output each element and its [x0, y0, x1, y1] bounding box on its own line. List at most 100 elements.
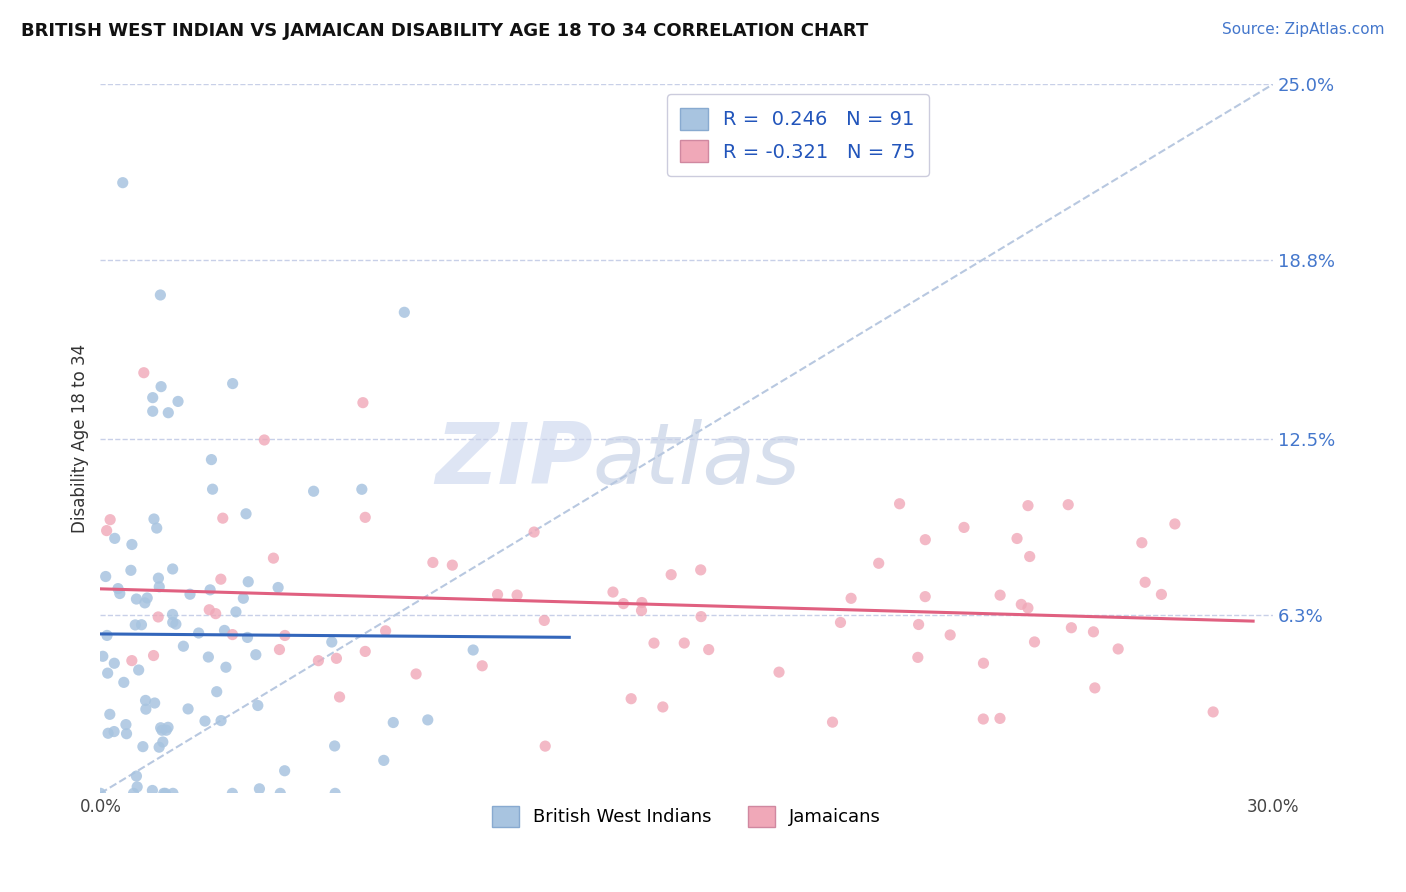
Point: [103, 657, 125, 671]
Point: [1107, 642, 1129, 657]
Point: [104, 532, 127, 546]
Point: [988, 588, 1011, 602]
Point: [821, 715, 844, 730]
Point: [187, 626, 209, 640]
Point: [354, 644, 377, 658]
Point: [97, 666, 120, 681]
Point: [211, 511, 233, 525]
Point: [273, 764, 295, 778]
Point: [214, 624, 236, 638]
Point: [148, 610, 170, 624]
Point: [422, 556, 444, 570]
Point: [155, 723, 177, 738]
Point: [141, 783, 163, 797]
Point: [471, 658, 494, 673]
Point: [245, 648, 267, 662]
Point: [127, 780, 149, 794]
Point: [972, 657, 994, 671]
Point: [200, 452, 222, 467]
Point: [506, 588, 529, 602]
Point: [221, 627, 243, 641]
Point: [143, 512, 166, 526]
Point: [150, 379, 173, 393]
Point: [1057, 498, 1080, 512]
Point: [689, 563, 711, 577]
Point: [150, 723, 173, 738]
Point: [96, 628, 118, 642]
Point: [620, 691, 643, 706]
Point: [131, 617, 153, 632]
Point: [194, 714, 217, 728]
Point: [162, 562, 184, 576]
Point: [374, 624, 396, 638]
Point: [523, 524, 546, 539]
Point: [1060, 621, 1083, 635]
Point: [914, 590, 936, 604]
Point: [201, 482, 224, 496]
Point: [121, 654, 143, 668]
Point: [142, 648, 165, 663]
Point: [89, 786, 111, 800]
Point: [1017, 499, 1039, 513]
Point: [1010, 598, 1032, 612]
Point: [103, 724, 125, 739]
Point: [152, 735, 174, 749]
Point: [602, 585, 624, 599]
Point: [830, 615, 852, 630]
Point: [394, 305, 416, 319]
Point: [673, 636, 696, 650]
Point: [165, 617, 187, 632]
Point: [416, 713, 439, 727]
Point: [177, 702, 200, 716]
Point: [953, 520, 976, 534]
Point: [143, 696, 166, 710]
Point: [868, 556, 890, 570]
Point: [238, 574, 260, 589]
Point: [120, 563, 142, 577]
Point: [267, 581, 290, 595]
Point: [132, 366, 155, 380]
Point: [221, 376, 243, 391]
Legend: British West Indians, Jamaicans: British West Indians, Jamaicans: [485, 798, 889, 834]
Point: [128, 663, 150, 677]
Point: [142, 404, 165, 418]
Point: [302, 484, 325, 499]
Point: [135, 702, 157, 716]
Point: [215, 660, 238, 674]
Point: [373, 753, 395, 767]
Y-axis label: Disability Age 18 to 34: Disability Age 18 to 34: [72, 344, 89, 533]
Point: [839, 591, 862, 606]
Point: [630, 603, 652, 617]
Point: [162, 615, 184, 630]
Point: [136, 591, 159, 605]
Point: [643, 636, 665, 650]
Point: [179, 587, 201, 601]
Point: [157, 720, 180, 734]
Point: [246, 698, 269, 713]
Point: [122, 786, 145, 800]
Point: [914, 533, 936, 547]
Point: [134, 596, 156, 610]
Point: [132, 739, 155, 754]
Point: [197, 650, 219, 665]
Point: [205, 684, 228, 698]
Point: [112, 675, 135, 690]
Point: [149, 721, 172, 735]
Point: [209, 572, 232, 586]
Point: [115, 727, 138, 741]
Point: [486, 588, 509, 602]
Point: [148, 580, 170, 594]
Point: [162, 607, 184, 622]
Point: [125, 769, 148, 783]
Text: Source: ZipAtlas.com: Source: ZipAtlas.com: [1222, 22, 1385, 37]
Point: [321, 635, 343, 649]
Point: [121, 537, 143, 551]
Point: [232, 591, 254, 606]
Point: [262, 551, 284, 566]
Point: [209, 714, 232, 728]
Point: [441, 558, 464, 573]
Point: [125, 592, 148, 607]
Point: [382, 715, 405, 730]
Point: [235, 507, 257, 521]
Point: [198, 603, 221, 617]
